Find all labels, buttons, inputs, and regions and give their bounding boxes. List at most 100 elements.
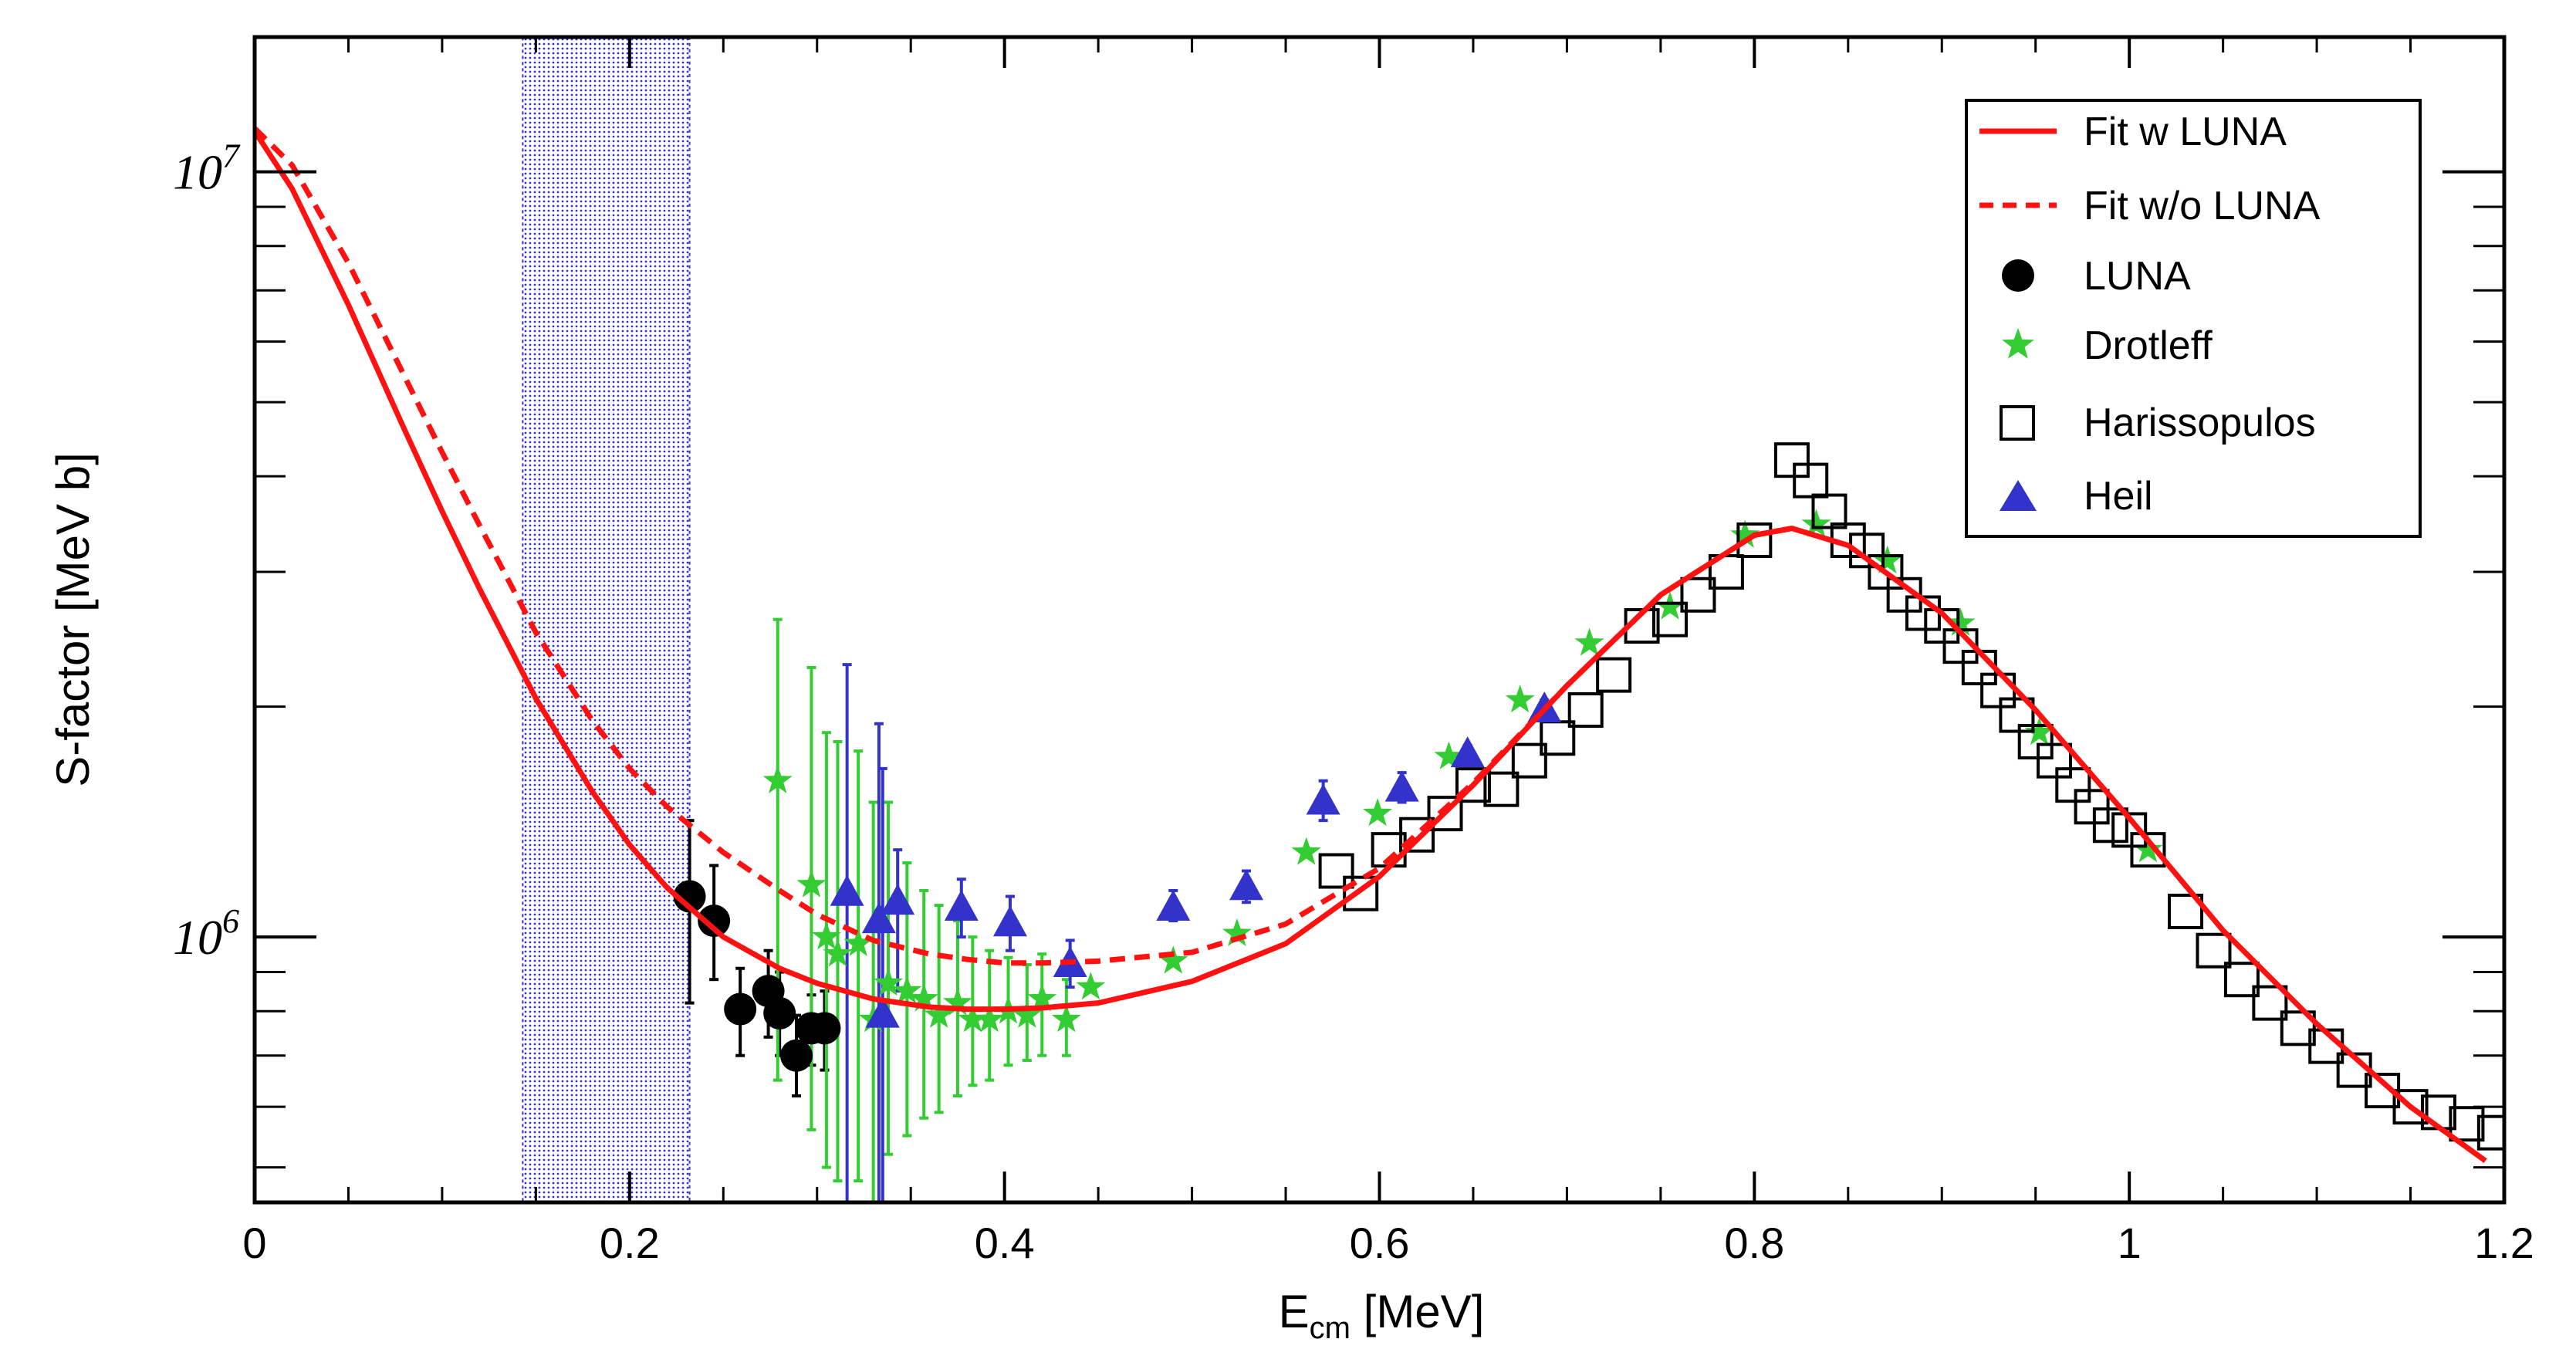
- drotleff-point: [909, 983, 939, 1012]
- heil-point: [865, 996, 900, 1028]
- harissopulos-point: [1318, 853, 1354, 889]
- fit-with-luna-curve: [255, 130, 2487, 1163]
- harissopulos-point: [1567, 691, 1604, 728]
- harissopulos-point: [1736, 522, 1773, 559]
- legend-swatch-luna: [2002, 259, 2034, 292]
- x-tick-label: 1.2: [2474, 1219, 2534, 1267]
- x-tick-label: 0.8: [1724, 1219, 1784, 1267]
- x-tick-label: 0.4: [975, 1219, 1035, 1267]
- heil-point: [944, 890, 979, 921]
- drotleff-point: [823, 938, 853, 967]
- legend-label-drotleff: Drotleff: [2084, 323, 2213, 368]
- harissopulos-point: [1427, 796, 1463, 832]
- drotleff-point: [2133, 834, 2163, 863]
- drotleff-point: [762, 765, 793, 793]
- legend-label-heil: Heil: [2084, 474, 2153, 519]
- y-axis-title: S-factor [MeV b]: [47, 452, 99, 786]
- drotleff-point: [1222, 918, 1252, 946]
- harissopulos-point: [2111, 812, 2148, 848]
- drotleff-point: [1505, 685, 1535, 713]
- drotleff-point: [1363, 798, 1393, 827]
- legend-swatch-drotleff: [2002, 328, 2034, 359]
- drotleff-point: [1574, 627, 1604, 656]
- harissopulos-point: [2168, 894, 2204, 930]
- drotleff-point: [1946, 607, 1976, 636]
- heil-point: [830, 874, 864, 906]
- drotleff-point: [1158, 945, 1188, 974]
- harissopulos-point: [1924, 608, 1960, 644]
- drotleff-point: [1291, 837, 1321, 865]
- legend-label-luna: LUNA: [2084, 254, 2191, 299]
- drotleff-point: [874, 968, 904, 996]
- luna-point: [673, 880, 706, 913]
- drotleff-point: [958, 1004, 988, 1033]
- harissopulos-point: [2055, 767, 2091, 803]
- x-axis-title-unit: [MeV]: [1351, 1286, 1484, 1337]
- harissopulos-point: [1999, 697, 2035, 733]
- luna-point: [724, 992, 757, 1026]
- plot-frame: [252, 35, 2507, 1205]
- harissopulos-point: [2449, 1106, 2485, 1142]
- x-tick-label: 1: [2118, 1219, 2142, 1267]
- harissopulos-point: [2017, 724, 2054, 760]
- drotleff-point: [942, 987, 972, 1016]
- drotleff-point: [975, 1004, 1005, 1033]
- legend-swatch-harissopulos: [2000, 405, 2035, 441]
- harissopulos-point: [1811, 493, 1847, 529]
- legend-swatch-heil: [2000, 480, 2037, 511]
- y-tick-label: 106: [173, 902, 239, 965]
- harissopulos-point: [1343, 875, 1379, 911]
- drotleff-point: [2024, 717, 2054, 746]
- heil-point: [1156, 890, 1191, 921]
- harissopulos-point: [2392, 1089, 2429, 1125]
- heil-point: [1384, 770, 1419, 802]
- harissopulos-point: [1680, 576, 1716, 613]
- x-tick-label: 0.6: [1350, 1219, 1410, 1267]
- drotleff-point: [843, 928, 874, 956]
- heil-point: [1306, 783, 1340, 815]
- fit-without-luna-curve: [255, 126, 1793, 966]
- harissopulos-point: [1793, 462, 1829, 499]
- harissopulos-point: [1652, 601, 1689, 637]
- drotleff-point: [1012, 999, 1042, 1028]
- drotleff-point: [1434, 741, 1464, 769]
- x-tick-label: 0: [242, 1219, 266, 1267]
- harissopulos-point: [1399, 817, 1435, 853]
- drotleff-point: [1801, 509, 1831, 537]
- drotleff-point: [1872, 545, 1902, 574]
- heil-point: [861, 902, 896, 934]
- drotleff-point: [1051, 1004, 1081, 1033]
- legend-label-fit-w-luna: Fit w LUNA: [2084, 110, 2287, 154]
- x-axis-title: Ecm [MeV]: [1279, 1286, 1485, 1345]
- drotleff-point: [924, 999, 954, 1028]
- luna-point: [780, 1039, 813, 1072]
- drotleff-point: [892, 975, 922, 1004]
- legend: Fit w LUNA Fit w/o LUNA LUNA Drotleff Ha…: [1965, 99, 2422, 538]
- harissopulos-point: [2074, 789, 2110, 825]
- harissopulos-point: [1868, 554, 1904, 590]
- luna-point: [763, 996, 796, 1030]
- harissopulos-point: [1511, 742, 1547, 779]
- harissopulos-point: [1596, 657, 1632, 693]
- harissopulos-point: [1455, 767, 1491, 803]
- heil-point: [881, 884, 915, 915]
- drotleff-point: [1076, 972, 1106, 1000]
- x-axis-title-main: E: [1279, 1286, 1310, 1337]
- harissopulos-point: [2092, 807, 2128, 844]
- luna-point: [808, 1012, 841, 1045]
- harissopulos-point: [2252, 985, 2288, 1021]
- harissopulos-point: [2280, 1010, 2316, 1046]
- shaded-energy-region: [522, 36, 691, 1203]
- legend-label-harissopulos: Harissopulos: [2084, 401, 2316, 445]
- heil-point: [1450, 736, 1485, 768]
- legend-label-fit-wo-luna: Fit w/o LUNA: [2084, 184, 2321, 228]
- drotleff-point: [811, 921, 841, 950]
- drotleff-point: [1655, 591, 1685, 620]
- y-tick-label: 107: [173, 137, 241, 200]
- legend-box: [1965, 99, 2422, 538]
- harissopulos-point: [2130, 832, 2166, 868]
- harissopulos-point: [2196, 932, 2232, 969]
- heil-point: [992, 905, 1027, 937]
- harissopulos-point: [1483, 771, 1520, 807]
